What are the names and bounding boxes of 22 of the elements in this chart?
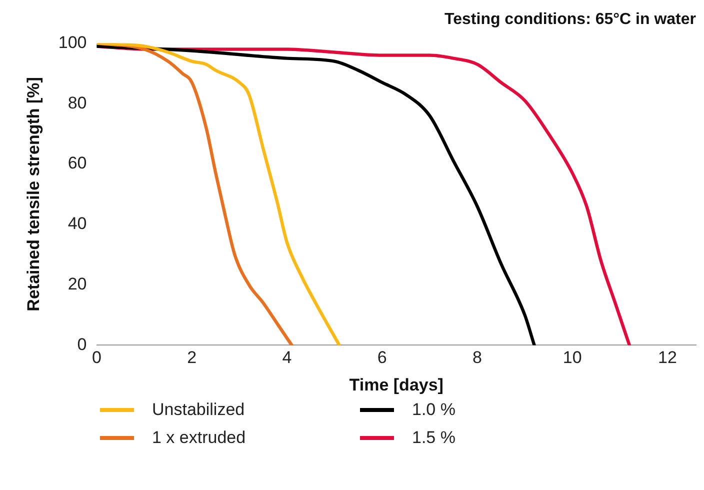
x-tick-label: 10 xyxy=(562,348,582,368)
x-tick-label: 8 xyxy=(472,348,482,368)
legend-label: 1.5 % xyxy=(412,428,456,448)
x-tick-label: 2 xyxy=(187,348,197,368)
x-tick-label: 6 xyxy=(377,348,387,368)
legend-label: 1.0 % xyxy=(412,400,456,420)
y-tick-label: 40 xyxy=(68,214,87,234)
y-tick-label: 0 xyxy=(77,334,87,354)
x-tick-label: 0 xyxy=(92,348,102,368)
x-tick-label: 12 xyxy=(658,348,677,368)
y-tick-label: 20 xyxy=(68,274,87,294)
y-tick-label: 60 xyxy=(68,154,87,173)
line-series xyxy=(96,43,341,346)
chart-title: Testing conditions: 65°C in water xyxy=(444,11,696,28)
legend-label: 1 x extruded xyxy=(152,428,246,448)
line-series xyxy=(96,44,536,346)
legend-label: Unstabilized xyxy=(152,400,245,420)
x-tick-label: 4 xyxy=(282,348,292,368)
y-tick-label: 80 xyxy=(68,93,87,112)
y-tick-label: 100 xyxy=(58,32,87,52)
x-axis-title: Time [days] xyxy=(349,375,444,394)
y-axis-title: Retained tensile strength [%] xyxy=(24,77,43,312)
